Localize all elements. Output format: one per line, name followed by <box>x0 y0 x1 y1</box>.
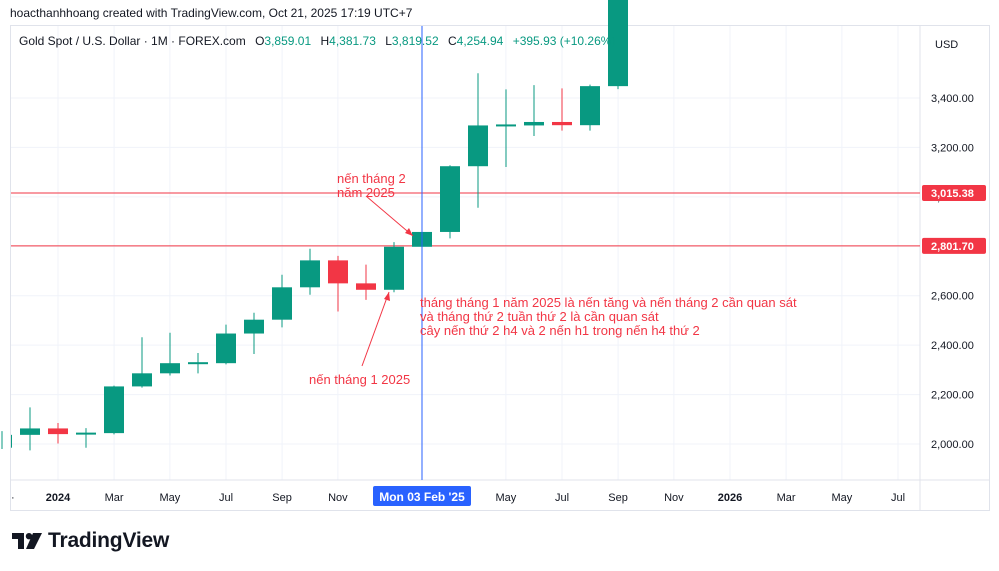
annotation-note-line[interactable]: tháng tháng 1 năm 2025 là nến tăng và nế… <box>420 295 797 310</box>
candle-body[interactable] <box>160 363 180 374</box>
annotation-feb-text[interactable]: năm 2025 <box>337 185 395 200</box>
tradingview-logo-icon <box>12 533 42 549</box>
annotation-note-line[interactable]: cây nến thứ 2 h4 và 2 nến h1 trong nến h… <box>420 323 700 338</box>
price-line-tag <box>922 237 986 254</box>
candle-body[interactable] <box>132 373 152 387</box>
annotation-jan-arrow <box>361 291 390 367</box>
y-tick-label: 2,000.00 <box>931 439 974 451</box>
candle-body[interactable] <box>20 428 40 435</box>
candle-body[interactable] <box>384 246 404 290</box>
x-tick-label: May <box>159 492 180 504</box>
candle-body[interactable] <box>468 125 488 167</box>
candle-body[interactable] <box>48 428 68 435</box>
annotation-feb-arrowhead <box>405 228 413 236</box>
price-line-label: 2,801.70 <box>931 241 974 253</box>
symbol-name[interactable]: Gold Spot / U.S. Dollar · 1M · FOREX.com <box>19 34 246 48</box>
candle-body[interactable] <box>244 319 264 334</box>
candle-body[interactable] <box>608 0 628 87</box>
high-label: H <box>320 34 330 48</box>
y-tick-label: 2,200.00 <box>931 390 974 402</box>
x-tick-label: Nov <box>664 492 684 504</box>
close-label: C <box>447 34 457 48</box>
x-tick-label: Nov <box>328 492 348 504</box>
candle-body[interactable] <box>440 166 460 232</box>
chart-credit: hoacthanhhoang created with TradingView.… <box>10 6 413 20</box>
chart-frame <box>10 25 990 511</box>
x-tick-label: 2024 <box>46 492 71 504</box>
x-tick-label: Jul <box>219 492 233 504</box>
low-value: 3,819.52 <box>391 34 439 48</box>
x-tick-label: Mar <box>777 492 796 504</box>
y-tick-label: 3,400.00 <box>931 93 974 105</box>
candle-body[interactable] <box>272 287 292 320</box>
x-tick-label: Sep <box>608 492 628 504</box>
y-tick-label: 3,200.00 <box>931 142 974 154</box>
candle-body[interactable] <box>496 124 516 127</box>
x-tick-label: Jul <box>891 492 905 504</box>
tradingview-logo[interactable]: TradingView <box>12 529 169 553</box>
x-tick-edge: · <box>11 492 15 504</box>
price-line-label: 3,015.38 <box>931 188 974 200</box>
candle-body[interactable] <box>524 121 544 126</box>
x-tick-label: Jul <box>555 492 569 504</box>
high-value: 4,381.73 <box>329 34 376 48</box>
x-tick-label: May <box>831 492 852 504</box>
crosshair-date-tag <box>373 486 471 506</box>
ohlc-legend: Gold Spot / U.S. Dollar · 1M · FOREX.com… <box>19 34 615 48</box>
open-label: O <box>255 34 265 48</box>
annotation-jan-arrowhead <box>384 292 390 301</box>
candle-body[interactable] <box>552 121 572 126</box>
candle-body[interactable] <box>11 434 12 448</box>
price-line-tag <box>922 185 986 202</box>
x-tick-label-crosshair: Mon 03 Feb '25 <box>379 490 465 504</box>
candle-body[interactable] <box>216 333 236 364</box>
open-value: 3,859.01 <box>264 34 312 48</box>
y-tick-label: 2,600.00 <box>931 291 974 303</box>
y-tick-label: 2,400.00 <box>931 340 974 352</box>
candle-body[interactable] <box>104 386 124 434</box>
x-tick-label: Sep <box>272 492 292 504</box>
candle-body[interactable] <box>580 86 600 126</box>
currency-label[interactable]: USD <box>935 39 958 51</box>
candle-body[interactable] <box>356 283 376 290</box>
change-value: +395.93 (+10.26%) <box>512 34 616 48</box>
candle-body[interactable] <box>188 362 208 365</box>
candle-body[interactable] <box>328 260 348 284</box>
annotation-feb-text[interactable]: nến tháng 2 <box>337 171 406 186</box>
annotation-feb-arrow <box>365 195 414 237</box>
x-tick-label: 2026 <box>718 492 742 504</box>
x-tick-label: Mar <box>105 492 124 504</box>
close-value: 4,254.94 <box>456 34 504 48</box>
annotation-jan-text[interactable]: nến tháng 1 2025 <box>309 372 410 387</box>
x-tick-label: May <box>495 492 516 504</box>
brand-name: TradingView <box>48 529 170 552</box>
low-label: L <box>385 34 392 48</box>
candle-body[interactable] <box>300 260 320 288</box>
annotation-note-line[interactable]: và tháng thứ 2 tuần thứ 2 là cần quan sá… <box>420 309 659 324</box>
candle-body[interactable] <box>76 432 96 435</box>
